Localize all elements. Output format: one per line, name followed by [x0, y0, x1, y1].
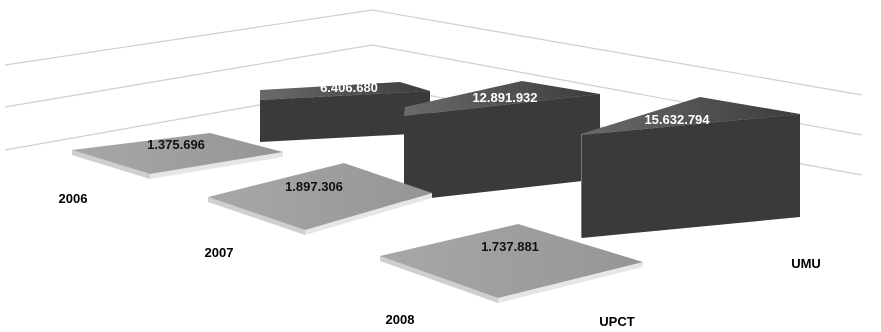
- upct-bar-2008: [380, 224, 643, 303]
- bars-layer: [72, 81, 800, 303]
- upct-bar-top: [380, 224, 643, 298]
- category-label: 2008: [386, 312, 415, 327]
- upct-bar-top: [72, 133, 283, 174]
- umu-data-label: 12.891.932: [472, 90, 537, 105]
- upct-bar-side: [150, 152, 283, 179]
- upct-bar-side: [305, 193, 432, 235]
- labels-layer: 6.406.680 12.891.932 15.632.794 1.375.696 1.…: [59, 80, 821, 329]
- umu-bar-2006: [260, 82, 430, 142]
- upct-bar-front: [72, 150, 150, 179]
- umu-bar-2008: [581, 97, 800, 238]
- umu-bar-top: [260, 82, 430, 100]
- umu-bar-2007: [404, 81, 600, 201]
- umu-bar-top: [581, 97, 800, 135]
- gridline: [4, 9, 863, 96]
- umu-bar-top: [404, 81, 600, 116]
- upct-bar-side: [498, 262, 643, 303]
- upct-bar-front: [380, 256, 498, 303]
- upct-bar-2006: [72, 133, 283, 179]
- series-label: UPCT: [599, 314, 634, 329]
- upct-bar-top: [208, 163, 432, 230]
- category-label: 2006: [59, 191, 88, 206]
- upct-bar-2007: [208, 163, 432, 235]
- umu-data-label: 15.632.794: [644, 112, 710, 127]
- umu-bar-side: [582, 114, 800, 238]
- umu-data-label: 6.406.680: [320, 80, 378, 95]
- umu-bar-side: [260, 91, 430, 142]
- upct-bar-front: [208, 197, 305, 235]
- umu-bar-front: [581, 134, 582, 238]
- upct-data-label: 1.737.881: [481, 239, 539, 254]
- category-label: 2007: [205, 245, 234, 260]
- umu-bar-side: [404, 94, 600, 201]
- upct-data-label: 1.375.696: [147, 137, 205, 152]
- upct-data-label: 1.897.306: [285, 179, 343, 194]
- series-label: UMU: [791, 256, 821, 271]
